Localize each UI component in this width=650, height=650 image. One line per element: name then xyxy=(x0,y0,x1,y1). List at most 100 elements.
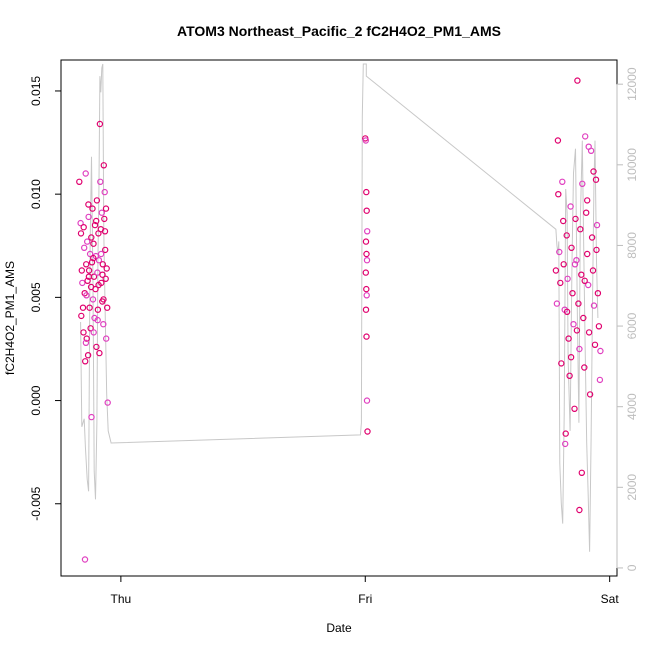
data-point xyxy=(103,265,110,272)
data-point xyxy=(90,329,97,336)
data-point xyxy=(94,306,102,313)
data-point xyxy=(96,120,104,128)
data-point xyxy=(559,178,566,185)
data-point xyxy=(86,250,94,258)
data-point xyxy=(81,556,89,563)
data-point xyxy=(87,325,94,332)
data-point xyxy=(97,178,104,185)
data-point xyxy=(86,304,93,311)
data-point xyxy=(563,232,570,239)
data-point xyxy=(93,197,101,204)
data-point xyxy=(97,250,105,258)
y-right-tick-label: 10000 xyxy=(625,148,639,182)
data-point xyxy=(104,399,111,406)
data-point xyxy=(78,267,86,274)
y-axis-left: -0.005 0.000 0.005 0.010 0.015 xyxy=(29,76,62,521)
x-tick-label: Sat xyxy=(601,592,620,606)
data-point xyxy=(79,279,86,287)
data-point xyxy=(84,277,91,284)
data-point xyxy=(363,257,371,264)
data-point xyxy=(85,213,92,221)
data-point xyxy=(85,201,92,208)
x-tick-label: Fri xyxy=(358,592,372,606)
y-right-tick-label: 8000 xyxy=(625,232,639,259)
data-point xyxy=(363,292,370,299)
data-point xyxy=(363,207,370,214)
data-point xyxy=(566,372,573,379)
data-point xyxy=(102,205,110,212)
data-point xyxy=(364,428,371,435)
data-point xyxy=(80,244,88,251)
data-point xyxy=(576,345,583,353)
data-point xyxy=(98,209,106,216)
data-point xyxy=(363,250,370,258)
data-point xyxy=(577,225,584,233)
points-layer xyxy=(76,77,604,563)
altitude-layer xyxy=(80,63,599,552)
data-point xyxy=(82,170,89,177)
y-right-tick-label: 12000 xyxy=(625,67,639,101)
data-point xyxy=(76,178,83,185)
data-point xyxy=(562,440,569,448)
data-point xyxy=(362,238,370,245)
data-point xyxy=(573,327,581,334)
data-point xyxy=(585,329,593,336)
x-tick-label: Thu xyxy=(111,592,132,606)
data-point xyxy=(591,341,599,348)
data-point xyxy=(590,302,598,309)
data-point xyxy=(363,333,370,340)
data-point xyxy=(363,397,371,404)
data-point xyxy=(95,257,103,264)
data-point xyxy=(595,323,603,330)
data-point xyxy=(584,197,591,204)
data-point xyxy=(83,335,90,342)
data-point xyxy=(94,316,101,324)
plot-frame xyxy=(60,59,618,577)
data-point xyxy=(82,261,90,268)
y-axis-label: fC2H4O2_PM1_AMS xyxy=(3,261,17,375)
data-point xyxy=(582,133,589,140)
data-point xyxy=(100,162,108,169)
data-point xyxy=(363,285,370,293)
data-point xyxy=(85,273,93,280)
data-point xyxy=(363,188,370,196)
y-right-tick-label: 6000 xyxy=(625,312,639,339)
data-point xyxy=(579,180,586,187)
data-point xyxy=(567,354,575,361)
data-point xyxy=(78,312,85,320)
data-point xyxy=(88,259,96,266)
data-point xyxy=(588,234,596,241)
data-point xyxy=(553,300,561,307)
data-point xyxy=(83,292,90,299)
data-point xyxy=(583,209,590,216)
data-point xyxy=(594,290,602,297)
data-point xyxy=(597,347,604,355)
data-point xyxy=(88,413,95,421)
data-point xyxy=(84,352,92,359)
data-point xyxy=(573,257,580,264)
data-point xyxy=(571,405,578,412)
data-point xyxy=(99,261,107,268)
data-point xyxy=(585,281,592,289)
x-axis: Thu Fri Sat xyxy=(111,575,620,606)
data-point xyxy=(555,190,562,198)
data-point xyxy=(590,168,597,175)
data-point xyxy=(560,261,567,268)
data-point xyxy=(85,267,93,274)
data-point xyxy=(563,308,571,315)
data-point xyxy=(93,343,100,351)
data-point xyxy=(593,246,600,254)
data-point xyxy=(77,219,84,227)
data-point xyxy=(92,285,99,293)
data-point xyxy=(568,244,575,251)
data-point xyxy=(558,360,565,367)
y-tick-label: 0.010 xyxy=(29,179,43,209)
data-point xyxy=(576,506,583,514)
data-point xyxy=(362,137,369,144)
data-point xyxy=(100,296,107,303)
data-point xyxy=(96,349,103,357)
y-right-tick-label: 4000 xyxy=(625,393,639,420)
data-point xyxy=(80,329,87,336)
data-point xyxy=(556,248,563,256)
